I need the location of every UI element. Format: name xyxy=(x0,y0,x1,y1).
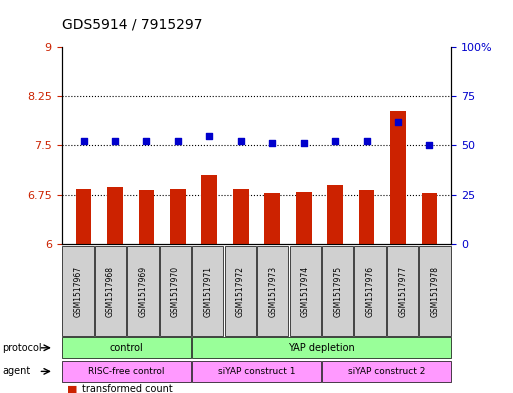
Text: GSM1517975: GSM1517975 xyxy=(333,266,342,317)
Point xyxy=(205,132,213,139)
Bar xyxy=(202,175,217,244)
Text: GSM1517974: GSM1517974 xyxy=(301,266,310,317)
Text: GSM1517973: GSM1517973 xyxy=(268,266,277,317)
Point xyxy=(363,138,371,145)
Text: YAP depletion: YAP depletion xyxy=(288,343,355,353)
Text: GSM1517967: GSM1517967 xyxy=(73,266,82,317)
Bar xyxy=(359,190,374,244)
Bar xyxy=(390,111,406,244)
Point xyxy=(142,138,150,145)
Text: siYAP construct 1: siYAP construct 1 xyxy=(218,367,295,376)
Text: GSM1517970: GSM1517970 xyxy=(171,266,180,317)
Point xyxy=(236,138,245,145)
Text: GSM1517978: GSM1517978 xyxy=(431,266,440,317)
Bar xyxy=(296,192,311,244)
Point xyxy=(174,138,182,145)
Bar xyxy=(170,189,186,244)
Text: siYAP construct 2: siYAP construct 2 xyxy=(348,367,425,376)
Text: RISC-free control: RISC-free control xyxy=(88,367,165,376)
Text: ■: ■ xyxy=(67,384,77,393)
Point xyxy=(425,142,433,149)
Bar xyxy=(233,189,249,244)
Text: transformed count: transformed count xyxy=(82,384,173,393)
Bar xyxy=(76,189,91,244)
Text: control: control xyxy=(110,343,144,353)
Point xyxy=(111,138,119,145)
Bar xyxy=(107,187,123,244)
Point xyxy=(80,138,88,145)
Point xyxy=(331,138,339,145)
Bar xyxy=(264,193,280,244)
Bar xyxy=(327,185,343,244)
Text: GSM1517969: GSM1517969 xyxy=(139,266,147,317)
Text: GSM1517971: GSM1517971 xyxy=(203,266,212,317)
Text: GSM1517972: GSM1517972 xyxy=(236,266,245,317)
Point xyxy=(300,140,308,147)
Text: GSM1517968: GSM1517968 xyxy=(106,266,115,317)
Text: agent: agent xyxy=(3,366,31,376)
Text: GSM1517976: GSM1517976 xyxy=(366,266,374,317)
Point xyxy=(394,119,402,125)
Bar xyxy=(422,193,437,244)
Text: protocol: protocol xyxy=(3,343,42,353)
Bar xyxy=(139,190,154,244)
Text: GDS5914 / 7915297: GDS5914 / 7915297 xyxy=(62,18,202,32)
Text: GSM1517977: GSM1517977 xyxy=(398,266,407,317)
Point xyxy=(268,140,277,147)
